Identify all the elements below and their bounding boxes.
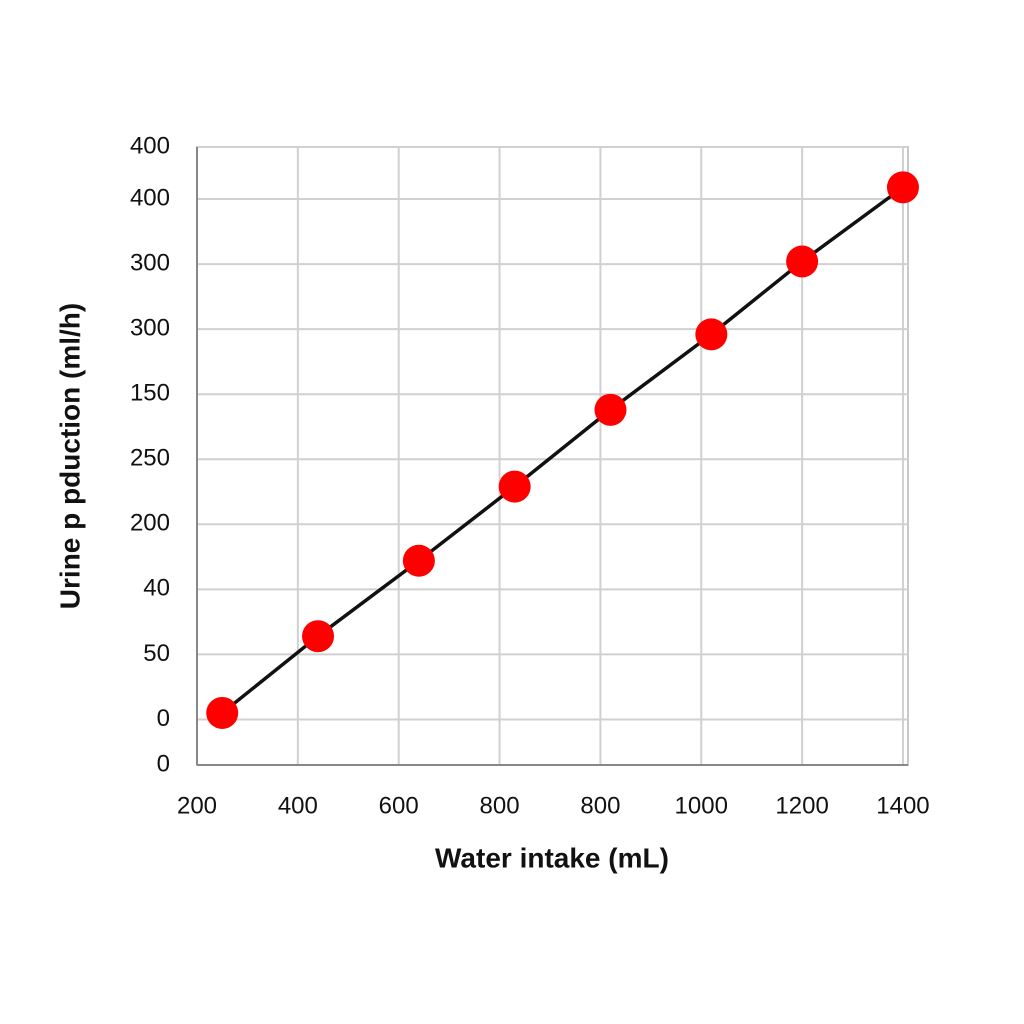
x-tick-label: 800	[580, 792, 620, 819]
x-tick-label: 800	[480, 792, 520, 819]
x-tick-label: 200	[177, 792, 217, 819]
point	[206, 696, 239, 729]
point	[695, 318, 728, 351]
y-tick-label: 250	[130, 445, 170, 472]
y-tick-label: 300	[130, 314, 170, 341]
x-axis-title: Water intake (mL)	[435, 842, 669, 873]
x-tick-label: 1200	[775, 792, 828, 819]
x-tick-label: 600	[379, 792, 419, 819]
y-tick-label: 400	[130, 132, 170, 159]
point	[886, 171, 919, 204]
y-tick-label: 0	[157, 705, 170, 732]
y-tick-label: 400	[130, 184, 170, 211]
x-tick-label: 1400	[876, 792, 929, 819]
y-axis-title: Urine p pduction (ml/h)	[54, 303, 85, 609]
point	[302, 620, 335, 653]
y-tick-label: 200	[130, 510, 170, 537]
y-tick-label: 50	[143, 640, 170, 667]
point	[402, 544, 435, 577]
y-tick-label: 0	[157, 750, 170, 777]
point	[498, 470, 531, 503]
y-tick-label: 150	[130, 380, 170, 407]
y-tick-label: 300	[130, 249, 170, 276]
y-tick-label: 40	[143, 575, 170, 602]
x-tick-label: 400	[278, 792, 318, 819]
x-tick-label: 1000	[675, 792, 728, 819]
line	[221, 185, 904, 715]
point	[786, 245, 819, 278]
point	[594, 393, 627, 426]
